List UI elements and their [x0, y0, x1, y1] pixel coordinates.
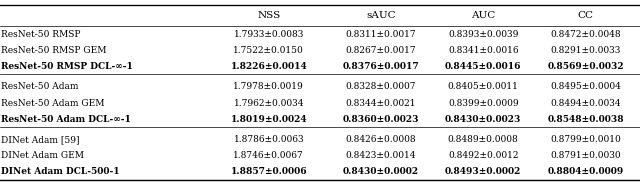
Text: 0.8393±0.0039: 0.8393±0.0039 [448, 30, 518, 39]
Text: 1.7962±0.0034: 1.7962±0.0034 [234, 98, 304, 108]
Text: 0.8569±0.0032: 0.8569±0.0032 [547, 62, 624, 71]
Text: ResNet-50 Adam DCL-∞-1: ResNet-50 Adam DCL-∞-1 [1, 114, 131, 124]
Text: 0.8267±0.0017: 0.8267±0.0017 [346, 46, 416, 55]
Text: DINet Adam GEM: DINet Adam GEM [1, 151, 84, 160]
Text: 0.8489±0.0008: 0.8489±0.0008 [448, 135, 518, 144]
Text: 0.8430±0.0023: 0.8430±0.0023 [445, 114, 522, 124]
Text: 0.8494±0.0034: 0.8494±0.0034 [550, 98, 621, 108]
Text: 0.8791±0.0030: 0.8791±0.0030 [550, 151, 621, 160]
Text: 0.8291±0.0033: 0.8291±0.0033 [550, 46, 621, 55]
Text: 0.8472±0.0048: 0.8472±0.0048 [550, 30, 621, 39]
Text: 1.8857±0.0006: 1.8857±0.0006 [230, 167, 307, 176]
Text: 0.8495±0.0004: 0.8495±0.0004 [550, 82, 621, 92]
Text: DINet Adam [59]: DINet Adam [59] [1, 135, 80, 144]
Text: 1.7978±0.0019: 1.7978±0.0019 [234, 82, 304, 92]
Text: ResNet-50 Adam GEM: ResNet-50 Adam GEM [1, 98, 105, 108]
Text: 0.8493±0.0002: 0.8493±0.0002 [445, 167, 522, 176]
Text: CC: CC [578, 11, 594, 20]
Text: 0.8405±0.0011: 0.8405±0.0011 [448, 82, 518, 92]
Text: 0.8341±0.0016: 0.8341±0.0016 [448, 46, 518, 55]
Text: 0.8548±0.0038: 0.8548±0.0038 [547, 114, 624, 124]
Text: 0.8430±0.0002: 0.8430±0.0002 [343, 167, 419, 176]
Text: 0.8328±0.0007: 0.8328±0.0007 [346, 82, 416, 92]
Text: 1.8019±0.0024: 1.8019±0.0024 [230, 114, 307, 124]
Text: 1.8786±0.0063: 1.8786±0.0063 [234, 135, 304, 144]
Text: 1.7522±0.0150: 1.7522±0.0150 [234, 46, 304, 55]
Text: 0.8423±0.0014: 0.8423±0.0014 [346, 151, 416, 160]
Text: NSS: NSS [257, 11, 280, 20]
Text: 0.8804±0.0009: 0.8804±0.0009 [547, 167, 624, 176]
Text: 0.8376±0.0017: 0.8376±0.0017 [342, 62, 419, 71]
Text: 0.8492±0.0012: 0.8492±0.0012 [448, 151, 518, 160]
Text: DINet Adam DCL-500-1: DINet Adam DCL-500-1 [1, 167, 120, 176]
Text: ResNet-50 RMSP DCL-∞-1: ResNet-50 RMSP DCL-∞-1 [1, 62, 133, 71]
Text: AUC: AUC [471, 11, 495, 20]
Text: ResNet-50 RMSP GEM: ResNet-50 RMSP GEM [1, 46, 107, 55]
Text: 0.8360±0.0023: 0.8360±0.0023 [342, 114, 419, 124]
Text: 1.8226±0.0014: 1.8226±0.0014 [230, 62, 307, 71]
Text: 0.8426±0.0008: 0.8426±0.0008 [346, 135, 416, 144]
Text: ResNet-50 Adam: ResNet-50 Adam [1, 82, 79, 92]
Text: 1.8746±0.0067: 1.8746±0.0067 [234, 151, 304, 160]
Text: 1.7933±0.0083: 1.7933±0.0083 [234, 30, 304, 39]
Text: ResNet-50 RMSP: ResNet-50 RMSP [1, 30, 81, 39]
Text: 0.8344±0.0021: 0.8344±0.0021 [346, 98, 416, 108]
Text: 0.8445±0.0016: 0.8445±0.0016 [445, 62, 522, 71]
Text: 0.8799±0.0010: 0.8799±0.0010 [550, 135, 621, 144]
Text: sAUC: sAUC [366, 11, 396, 20]
Text: 0.8311±0.0017: 0.8311±0.0017 [346, 30, 416, 39]
Text: 0.8399±0.0009: 0.8399±0.0009 [448, 98, 518, 108]
